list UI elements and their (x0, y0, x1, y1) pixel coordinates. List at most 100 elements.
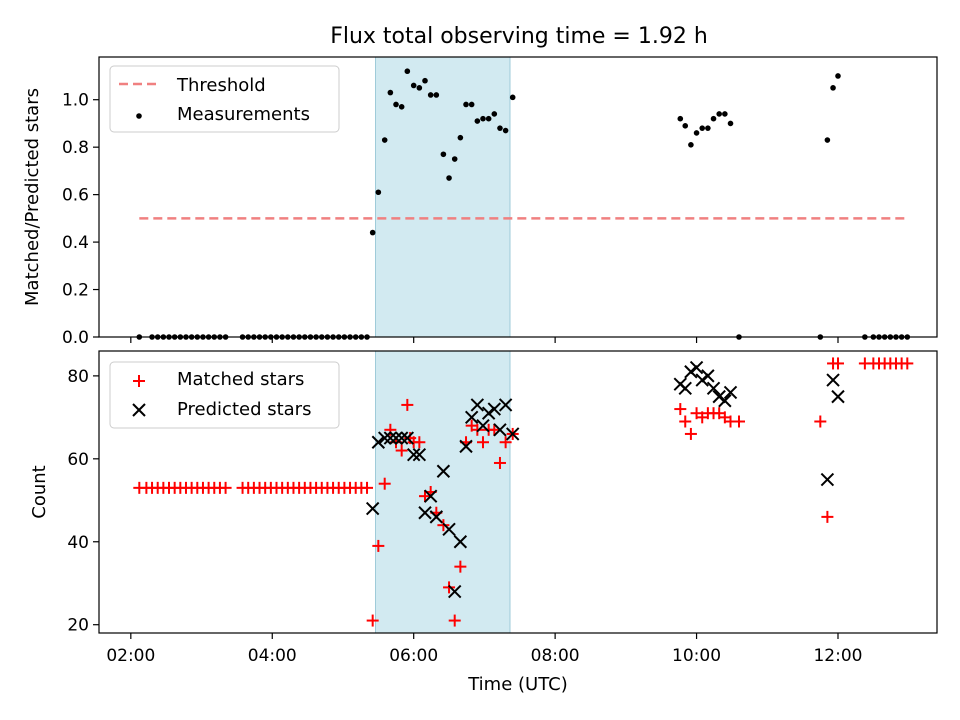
measurements-point (433, 92, 440, 98)
measurements-point (451, 156, 458, 162)
measurements-point (497, 125, 503, 131)
matched-stars-point (831, 357, 844, 370)
matched-stars-point (679, 415, 692, 428)
predicted-stars-point (706, 381, 721, 396)
measurements-point (835, 73, 841, 79)
measurements-point (375, 189, 382, 196)
matched-stars-point (493, 456, 506, 469)
matched-stars-point (372, 539, 385, 552)
predicted-stars-point (377, 431, 392, 445)
measurements-point (824, 137, 831, 143)
predicted-stars-point (695, 373, 709, 387)
predicted-stars-point (820, 472, 835, 487)
threshold-legend-label: Threshold (176, 75, 266, 96)
predicted-stars-point (712, 389, 726, 404)
predicted-stars-point (470, 398, 485, 412)
bottom-y-ticks: 20 40 60 80 (67, 367, 99, 636)
bottom-y-tick-label: 80 (67, 367, 89, 387)
predicted-stars-point (423, 489, 438, 503)
predicted-stars-point (406, 447, 421, 462)
matched-stars-point (361, 481, 374, 494)
bottom-plot-area (133, 357, 914, 627)
bottom-observing-window-span (375, 350, 511, 634)
top-axes-frame (98, 56, 938, 338)
predicted-stars-point (459, 439, 473, 454)
bottom-y-tick-label: 60 (67, 450, 89, 470)
matched-stars-point (454, 560, 467, 573)
top-chart-title: Flux total observing time = 1.92 h (330, 24, 708, 49)
top-y-tick-label: 0.2 (62, 281, 89, 301)
top-y-axis-label: Matched/Predicted stars (22, 88, 43, 306)
measurements-point (474, 118, 481, 124)
predicted-stars-point (678, 381, 692, 396)
measurements-point (699, 125, 706, 131)
measurements-point (463, 101, 469, 108)
measurements-point (693, 130, 700, 136)
predicted-stars-point (412, 447, 427, 462)
matched-stars-point (401, 398, 414, 411)
matched-stars-point (448, 614, 461, 627)
measurements-point (705, 125, 711, 131)
bottom-axes-frame (98, 350, 938, 634)
matched-stars-point (443, 581, 456, 594)
measurements-point (369, 229, 376, 236)
predicted-stars-point (389, 431, 403, 445)
measurements-point (677, 115, 684, 122)
top-x-ticks (130, 337, 839, 343)
predicted-stars-point (718, 394, 732, 408)
predicted-stars-legend-label: Predicted stars (177, 399, 311, 420)
bottom-x-tick-label: 12:00 (813, 646, 862, 666)
predicted-stars-point (453, 535, 468, 549)
top-y-tick-label: 0.8 (62, 138, 89, 158)
measurements-point (727, 120, 734, 127)
predicted-stars-point (418, 506, 432, 520)
measurements-point (387, 89, 394, 96)
predicted-stars-point (701, 369, 715, 383)
bottom-x-tick-label: 02:00 (106, 646, 155, 666)
matched-stars-point (437, 519, 450, 532)
measurements-point (416, 85, 423, 91)
matched-stars-point (476, 436, 489, 449)
matched-stars-point (366, 614, 379, 627)
measurements-point (682, 123, 689, 129)
predicted-stars-point (498, 398, 513, 412)
top-observing-window-span (375, 56, 511, 338)
predicted-stars-point (689, 360, 704, 375)
predicted-stars-point (505, 427, 520, 441)
measurements-point (722, 111, 728, 117)
bottom-x-axis-label: Time (UTC) (467, 674, 568, 695)
matched-stars-point (413, 436, 426, 449)
measurements-point (491, 111, 498, 117)
measurements-point (440, 151, 447, 158)
predicted-stars-point (442, 522, 456, 537)
bottom-x-ticks: 02:00 04:00 06:00 08:00 10:00 12:00 (106, 633, 862, 666)
matched-stars-point (499, 436, 512, 449)
measurements-point (457, 134, 464, 141)
predicted-stars-point (400, 431, 415, 445)
predicted-stars-point (429, 510, 444, 524)
bottom-y-axis-label: Count (29, 465, 50, 518)
bottom-x-tick-label: 06:00 (389, 646, 438, 666)
matched-stars-legend-swatch (133, 375, 145, 387)
top-plot-area (136, 68, 911, 340)
measurements-point (446, 175, 452, 181)
measurements-point (830, 85, 836, 91)
measurements-point (422, 77, 428, 84)
matched-stars-point (684, 427, 697, 440)
bottom-y-tick-label: 40 (67, 533, 89, 553)
measurements-point (688, 141, 694, 148)
predicted-stars-legend-swatch (132, 403, 146, 417)
predicted-stars-point (493, 423, 507, 437)
measurements-point (480, 115, 486, 122)
matched-stars-point (488, 423, 501, 436)
predicted-stars-point (383, 431, 398, 445)
top-legend: Threshold Measurements (109, 65, 340, 133)
matched-stars-point (674, 403, 687, 416)
bottom-legend: Matched stars Predicted stars (109, 361, 340, 429)
predicted-stars-point (371, 435, 386, 449)
matched-stars-point (395, 444, 408, 457)
measurements-point (404, 68, 411, 75)
top-legend-box (109, 65, 340, 133)
predicted-stars-point (448, 584, 462, 599)
